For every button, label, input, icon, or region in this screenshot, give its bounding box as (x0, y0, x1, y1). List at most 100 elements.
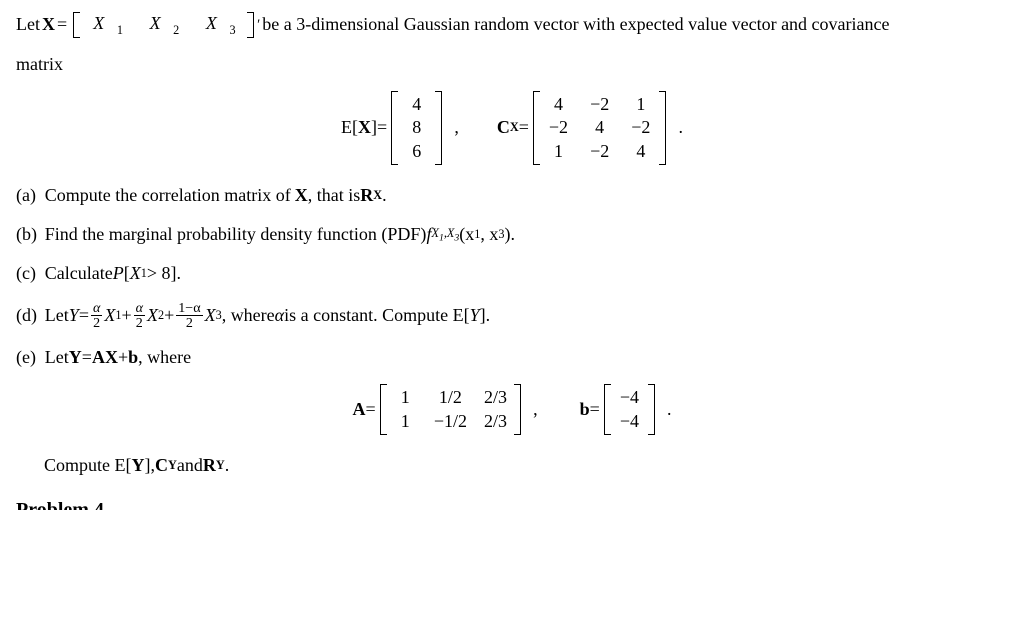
cutoff-heading: Problem 4 (16, 496, 1008, 510)
equals: = (57, 12, 67, 37)
m: 2/3 (483, 409, 508, 434)
eq: = (79, 303, 89, 328)
part-e-line1: (e) Let Y = A X + b , where (16, 345, 1008, 370)
m: 2/3 (483, 385, 508, 410)
text: be a 3-dimensional Gaussian random vecto… (262, 12, 889, 37)
plus: + (164, 303, 174, 328)
text: Compute the correlation matrix of (45, 183, 291, 208)
R: R (360, 183, 373, 208)
part-label: (c) (16, 261, 45, 286)
m: −4 (617, 409, 642, 434)
eq: = (519, 115, 529, 140)
m: 2 (134, 316, 145, 331)
R-sub: Y (216, 457, 225, 474)
m: X (86, 11, 111, 36)
text: Let (45, 303, 69, 328)
C-label: C (497, 115, 510, 140)
m: −2 (546, 115, 571, 140)
b-label: b (580, 397, 590, 422)
m: 1 (546, 139, 571, 164)
m: 1 (393, 409, 418, 434)
m: −2 (587, 92, 612, 117)
text: . (225, 453, 230, 478)
part-label: (e) (16, 345, 45, 370)
eq: = (365, 397, 375, 422)
m: 1−α (176, 301, 202, 317)
text: Compute E (44, 453, 126, 478)
b: b (128, 345, 138, 370)
R-sub: X (373, 187, 382, 204)
vector-X: X (42, 12, 55, 37)
plus: + (118, 345, 128, 370)
part-label: (d) (16, 303, 45, 328)
text: Let (16, 12, 40, 37)
X: X (358, 115, 371, 140)
X: X (205, 303, 216, 328)
m: α (134, 301, 145, 317)
X: X (105, 345, 118, 370)
display-equation-mean-cov: E [ X ] = 4 8 6 , C X = 4 −2 1 −2 4 (16, 91, 1008, 165)
part-label: (a) (16, 183, 45, 208)
text: Calculate (45, 261, 113, 286)
text: , where (138, 345, 191, 370)
m: −2 (587, 139, 612, 164)
m: 1 (393, 385, 418, 410)
text: and (177, 453, 203, 478)
display-equation-A-b: A = 1 1/2 2/3 1 −1/2 2/3 , b = −4 −4 (16, 384, 1008, 435)
Y: Y (69, 303, 79, 328)
m: X (142, 11, 167, 36)
E-label: E (341, 115, 352, 140)
row-vector: X1 X2 X3 (73, 12, 254, 38)
text: Find the marginal probability density fu… (45, 222, 427, 247)
part-b: (b) Find the marginal probability densit… (16, 222, 1008, 247)
frac-a2-2: α 2 (134, 301, 145, 331)
m: 6 (404, 139, 429, 164)
comma: , (454, 115, 459, 140)
m: 1 (628, 92, 653, 117)
C-sub: Y (168, 457, 177, 474)
text: is a constant. Compute E (284, 303, 463, 328)
m: α (91, 301, 102, 317)
text: ], (145, 453, 156, 478)
m: 1 (111, 22, 128, 39)
m: 4 (628, 139, 653, 164)
b-vector: −4 −4 (604, 384, 655, 435)
intro-line-2: matrix (16, 52, 1008, 77)
m: X (199, 11, 224, 36)
frac-1ma-2: 1−α 2 (176, 301, 202, 331)
m: 8 (404, 115, 429, 140)
intro-line-1: Let X = X1 X2 X3 ′ be a 3-dimensional Ga… (16, 12, 1008, 38)
text: Problem 4 (16, 499, 104, 510)
m: 2 (184, 316, 195, 331)
comma: , (533, 397, 538, 422)
A-matrix: 1 1/2 2/3 1 −1/2 2/3 (380, 384, 522, 435)
period: . (667, 397, 672, 422)
m: 4 (587, 115, 612, 140)
A-label: A (352, 397, 365, 422)
Y: Y (69, 345, 82, 370)
eq: = (82, 345, 92, 370)
alpha: α (275, 303, 284, 328)
part-d: (d) Let Y = α 2 X 1 + α 2 X 2 + 1−α 2 X … (16, 301, 1008, 331)
X: X (104, 303, 115, 328)
parts-list: (a) Compute the correlation matrix of X … (16, 183, 1008, 370)
text: matrix (16, 54, 63, 74)
X: X (147, 303, 158, 328)
args: (x (459, 222, 474, 247)
m: 1/2 (434, 385, 467, 410)
text: , that is (308, 183, 361, 208)
args: , x (480, 222, 498, 247)
C-sub: X (510, 119, 519, 136)
P: P (113, 261, 124, 286)
part-e-final: Compute E [ Y ], C Y and R Y . (44, 453, 1008, 478)
m: −1/2 (434, 409, 467, 434)
m: −2 (628, 115, 653, 140)
X: X (130, 261, 141, 286)
m: −4 (617, 385, 642, 410)
eq: = (590, 397, 600, 422)
A: A (92, 345, 105, 370)
m: 4 (546, 92, 571, 117)
R: R (203, 453, 216, 478)
Y: Y (470, 303, 480, 328)
X: X (295, 183, 308, 208)
